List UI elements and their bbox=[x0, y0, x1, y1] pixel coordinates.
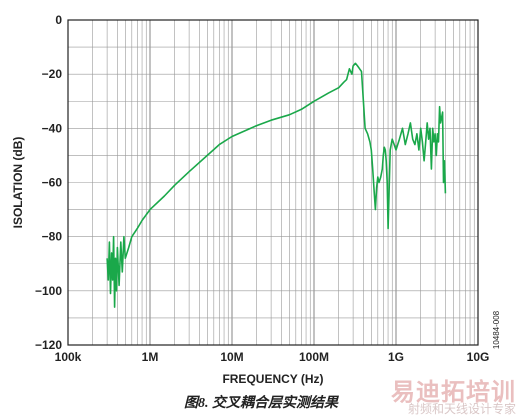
x-tick-label: 10G bbox=[467, 350, 490, 364]
watermark-subtitle: 射频和天线设计专家 bbox=[407, 402, 516, 416]
isolation-chart: 100k 1M 10M 100M 1G 10G0−20−40−60−80−100−120 … bbox=[11, 13, 501, 386]
x-tick-label: 100k bbox=[55, 350, 82, 364]
x-axis-label: FREQUENCY (Hz) bbox=[222, 372, 323, 386]
watermark-title: 易迪拓培训 bbox=[391, 378, 516, 406]
x-tick-label: 100M bbox=[299, 350, 329, 364]
x-tick-label: 10M bbox=[220, 350, 243, 364]
tick-labels: 100k 1M 10M 100M 1G 10G 0 −20 −40 −60 −80 −100 −120 bbox=[35, 13, 489, 364]
y-tick-label: −80 bbox=[42, 230, 63, 244]
series-line bbox=[106, 62, 447, 308]
y-axis-label: ISOLATION (dB) bbox=[11, 137, 25, 229]
chart-grid bbox=[67, 19, 478, 346]
figure-caption: 图8. 交叉耦合层实测结果 bbox=[184, 396, 338, 411]
y-tick-label: −100 bbox=[35, 284, 62, 298]
x-tick-label: 1M bbox=[142, 350, 159, 364]
y-tick-label: −40 bbox=[42, 121, 63, 135]
figure-code: 10484-008 bbox=[492, 310, 501, 349]
watermark-logo: 易迪拓培训 射频和天线设计专家 bbox=[366, 372, 516, 418]
plot-frame bbox=[67, 19, 479, 346]
y-tick-label: 0 bbox=[55, 13, 62, 27]
x-tick-label: 1G bbox=[388, 350, 404, 364]
y-tick-label: −20 bbox=[42, 67, 63, 81]
chart-series bbox=[106, 62, 447, 308]
y-tick-label: −60 bbox=[42, 176, 63, 190]
y-tick-label: −120 bbox=[35, 338, 62, 352]
